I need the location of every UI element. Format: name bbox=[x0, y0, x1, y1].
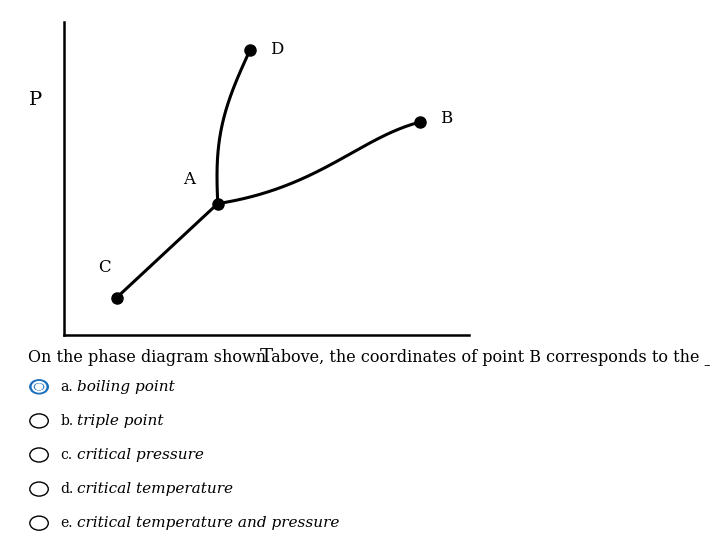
Text: boiling point: boiling point bbox=[77, 380, 175, 394]
Text: critical pressure: critical pressure bbox=[77, 448, 204, 462]
Text: C: C bbox=[98, 259, 111, 276]
Text: a.: a. bbox=[60, 380, 73, 394]
Text: c.: c. bbox=[60, 448, 72, 462]
Text: b.: b. bbox=[60, 414, 73, 428]
Text: B: B bbox=[440, 110, 452, 128]
Text: critical temperature and pressure: critical temperature and pressure bbox=[77, 516, 339, 530]
Text: D: D bbox=[271, 41, 284, 58]
Text: A: A bbox=[183, 171, 195, 188]
Text: critical temperature: critical temperature bbox=[77, 482, 233, 496]
Text: T: T bbox=[260, 348, 273, 366]
Text: d.: d. bbox=[60, 482, 74, 496]
Text: e.: e. bbox=[60, 516, 73, 530]
Text: On the phase diagram shown above, the coordinates of point B corresponds to the : On the phase diagram shown above, the co… bbox=[28, 349, 710, 366]
Text: P: P bbox=[29, 91, 42, 109]
Text: triple point: triple point bbox=[77, 414, 163, 428]
